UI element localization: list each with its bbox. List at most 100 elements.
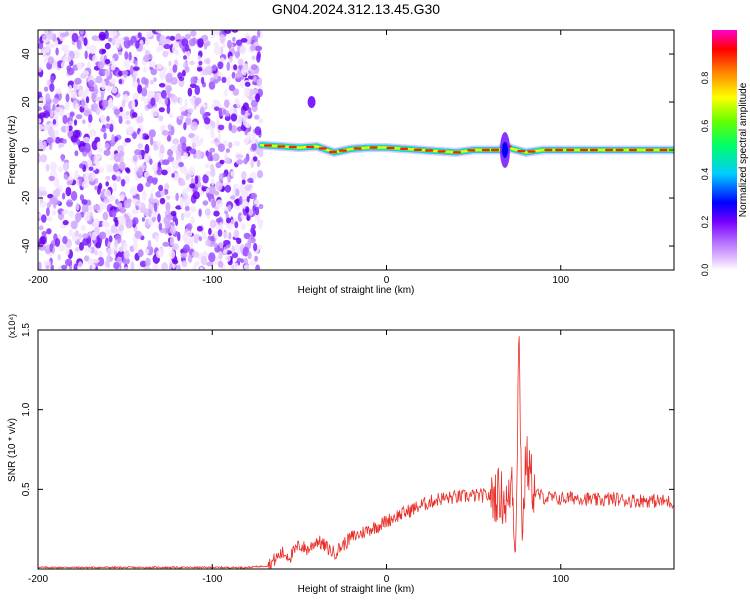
noise-cell [231, 245, 235, 254]
noise-cell [84, 50, 88, 60]
noise-cell [212, 30, 216, 36]
noise-cell [150, 136, 154, 146]
noise-cell [198, 236, 202, 242]
noise-cell [202, 174, 209, 184]
noise-cell [62, 138, 67, 144]
noise-cell [111, 134, 115, 144]
noise-cell [242, 116, 247, 126]
noise-cell [211, 178, 215, 187]
noise-cell [58, 143, 63, 149]
noise-cell [47, 56, 55, 65]
noise-cell [108, 197, 113, 203]
noise-cell [215, 199, 224, 208]
noise-cell [230, 170, 235, 177]
noise-cell [204, 124, 212, 130]
noise-cell [160, 144, 165, 154]
noise-cell [254, 114, 260, 120]
colorbar-label: Normalized spectral amplitude [738, 82, 749, 217]
noise-cell [41, 231, 47, 236]
noise-cell [78, 89, 85, 98]
noise-cell [88, 166, 94, 172]
noise-cell [130, 261, 135, 270]
noise-cell [123, 39, 131, 49]
noise-cell [238, 64, 243, 70]
track-peak-cell [615, 148, 624, 152]
noise-cell [116, 38, 120, 49]
noise-cell [118, 246, 124, 253]
noise-cell [179, 106, 186, 113]
noise-cell [45, 163, 50, 172]
noise-cell [102, 211, 109, 221]
noise-cell [208, 227, 212, 236]
noise-cell [144, 135, 150, 140]
noise-cell [240, 38, 248, 43]
noise-cell [159, 197, 166, 205]
noise-cell [79, 176, 83, 187]
noise-cell [197, 55, 201, 61]
noise-cell [44, 244, 51, 250]
noise-cell [242, 102, 249, 111]
noise-cell [212, 153, 220, 162]
noise-cell [141, 217, 145, 222]
noise-cell [254, 45, 263, 52]
track-peak-cell [628, 148, 637, 152]
noise-cell [225, 255, 231, 262]
noise-cell [248, 95, 254, 101]
noise-cell [229, 195, 236, 200]
track-peak-cell [288, 145, 297, 149]
noise-cell [49, 243, 53, 253]
noise-cell [203, 42, 208, 50]
noise-cell [235, 39, 243, 46]
noise-cell [118, 78, 123, 85]
noise-cell [38, 140, 44, 149]
noise-cell [55, 88, 62, 94]
noise-cell [118, 115, 123, 124]
noise-cell [145, 218, 150, 226]
track-peak-cell [517, 150, 526, 153]
noise-cell [84, 142, 91, 153]
noise-cell [80, 73, 87, 79]
noise-cell [117, 145, 124, 152]
noise-cell [104, 189, 112, 198]
noise-cell [47, 127, 55, 137]
noise-cell [94, 96, 102, 102]
noise-cell [233, 244, 242, 255]
noise-cell [183, 244, 190, 253]
x-tick-label: -100 [202, 275, 222, 286]
y-tick-label: -20 [21, 190, 32, 205]
noise-cell [38, 66, 42, 73]
noise-cell [104, 229, 113, 236]
noise-cell [244, 137, 249, 145]
noise-cell [165, 202, 171, 212]
noise-cell [88, 44, 97, 55]
noise-cell [189, 96, 196, 104]
noise-cell [190, 76, 197, 85]
noise-cell [64, 101, 70, 111]
noise-cell [158, 83, 166, 88]
noise-cell [123, 250, 130, 260]
noise-cell [38, 153, 41, 163]
noise-cell [100, 91, 105, 101]
snr-ylabel: SNR (10 * v/v) [7, 418, 18, 482]
noise-cell [214, 230, 219, 239]
spectral-blob [307, 96, 316, 108]
noise-cell [117, 51, 123, 56]
noise-cell [38, 42, 44, 50]
noise-cell [152, 264, 158, 270]
noise-cell [253, 199, 261, 205]
noise-cell [78, 261, 83, 268]
noise-cell [203, 117, 211, 125]
noise-cell [204, 163, 210, 169]
track-peak-cell [491, 148, 499, 152]
noise-cell [153, 202, 158, 212]
noise-cell [214, 106, 220, 111]
noise-cell [192, 191, 200, 200]
noise-cell [145, 248, 150, 255]
noise-cell [188, 166, 196, 176]
noise-cell [145, 181, 151, 188]
noise-cell [179, 115, 184, 121]
noise-cell [234, 50, 240, 59]
noise-cell [162, 159, 170, 166]
noise-cell [114, 239, 119, 248]
noise-cell [183, 122, 187, 131]
